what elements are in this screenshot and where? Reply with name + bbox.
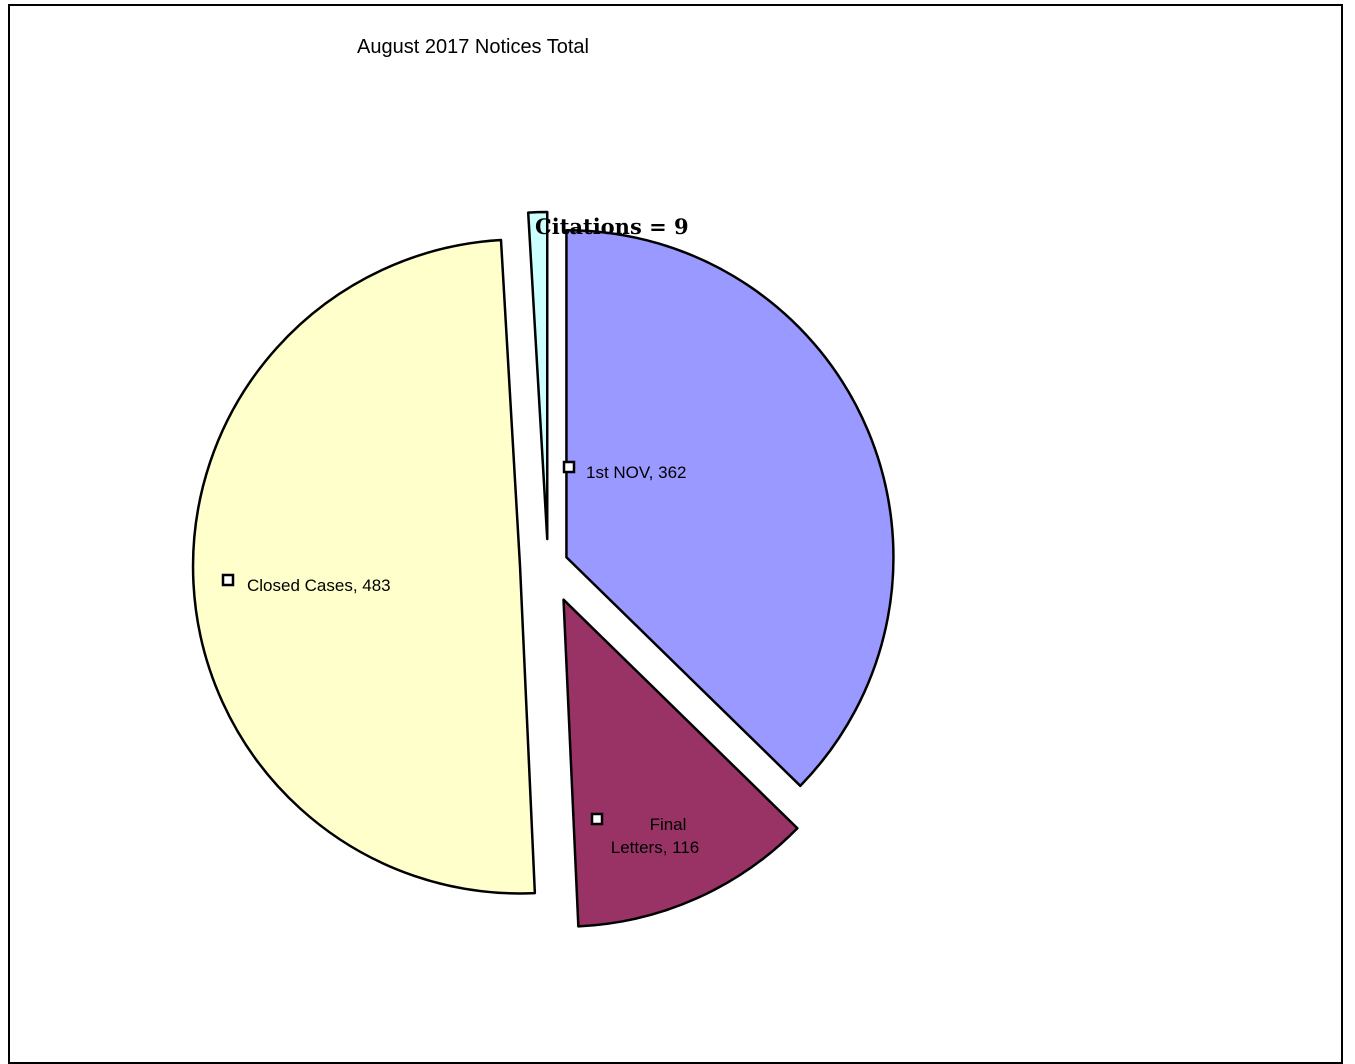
pie-slice-final-letters <box>562 598 799 928</box>
pie-slice-closed-cases <box>191 238 537 895</box>
chart-title: August 2017 Notices Total <box>357 36 590 58</box>
data-label-citations: Citations = 9 <box>535 214 689 239</box>
label-marker-final-letters <box>590 812 604 826</box>
label-marker-closed-cases <box>221 573 235 587</box>
data-label-closed-cases: Closed Cases, 483 <box>247 576 391 595</box>
data-label-1st-nov: 1st NOV, 362 <box>586 463 687 482</box>
label-marker-1st-nov <box>562 460 576 474</box>
pie-slice-1st-nov <box>565 228 895 788</box>
pie-slice-citations <box>526 210 549 541</box>
data-label-final-letters: Final Letters, 116 <box>611 815 700 857</box>
